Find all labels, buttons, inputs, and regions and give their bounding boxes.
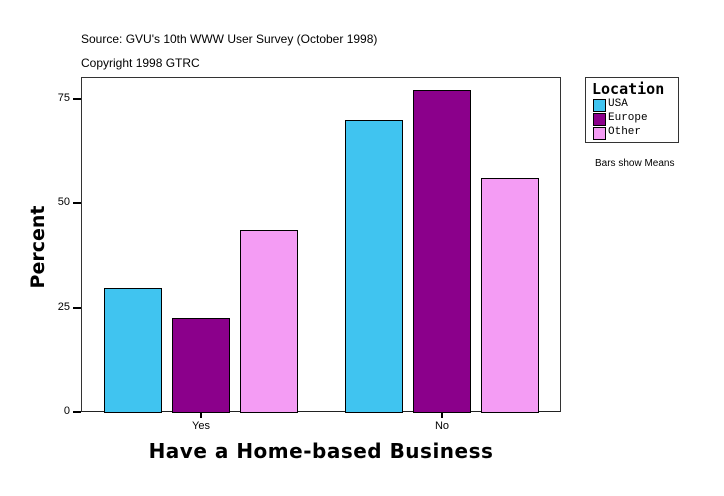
bar-other-no [481, 177, 539, 413]
legend-swatch-usa [593, 99, 606, 112]
x-axis-title: Have a Home-based Business [148, 439, 494, 463]
source-caption: Source: GVU's 10th WWW User Survey (Octo… [81, 32, 378, 46]
copyright-caption: Copyright 1998 GTRC [81, 56, 200, 70]
legend-swatch-europe [593, 113, 606, 126]
y-tick [73, 202, 81, 204]
bar-usa-yes [104, 287, 162, 413]
y-axis-title: Percent [27, 205, 49, 289]
bar-usa-no [345, 119, 403, 413]
means-note: Bars show Means [595, 158, 675, 169]
y-tick [73, 306, 81, 309]
legend-label-usa: USA [608, 98, 628, 110]
x-tick [200, 412, 202, 418]
y-tick [73, 97, 81, 100]
y-tick-label: 25 [57, 300, 70, 313]
bar-other-yes [240, 229, 298, 413]
legend-title: Location [592, 80, 665, 98]
y-tick [73, 411, 81, 413]
y-tick-label: 50 [57, 196, 70, 208]
legend-label-europe: Europe [608, 112, 648, 124]
y-tick-label: 75 [57, 91, 70, 104]
bar-europe-yes [172, 317, 230, 413]
legend: Location USA Europe Other [585, 77, 679, 143]
x-tick [441, 412, 443, 418]
bar-europe-no [413, 90, 471, 413]
x-tick-label: Yes [192, 420, 210, 432]
legend-swatch-other [593, 127, 606, 140]
x-tick-label: No [434, 420, 450, 432]
legend-label-other: Other [608, 126, 642, 138]
y-tick-label: 0 [63, 405, 70, 417]
